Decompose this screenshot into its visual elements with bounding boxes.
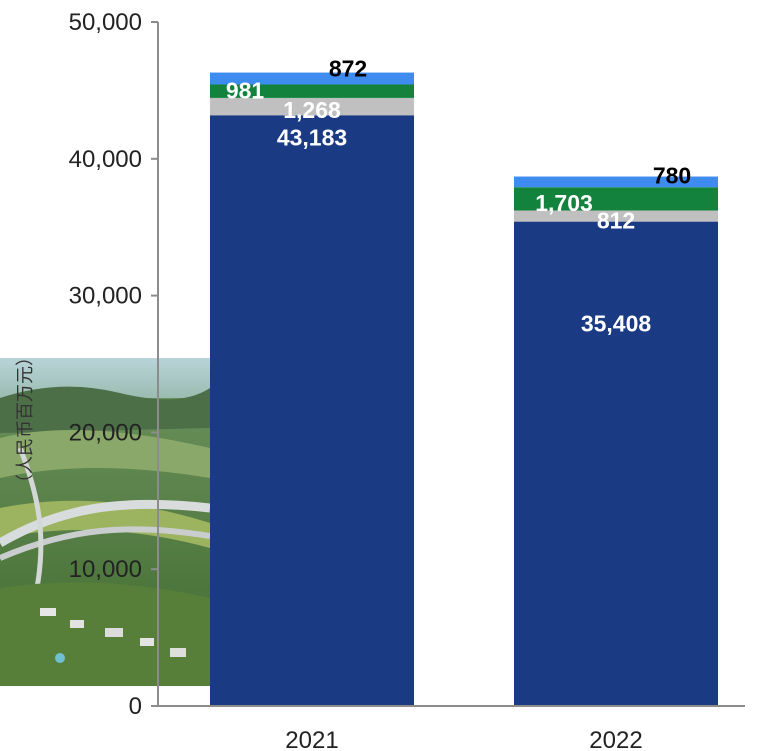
- data-label: 812: [597, 208, 635, 234]
- data-label: 872: [329, 56, 367, 82]
- y-tick-label: 20,000: [69, 419, 142, 446]
- y-tick-label: 0: [129, 693, 142, 720]
- data-label: 981: [226, 77, 265, 103]
- y-axis-label: （人民币百万元）: [15, 348, 36, 492]
- y-tick-label: 10,000: [69, 556, 142, 583]
- bar-segment: [210, 115, 414, 706]
- data-label: 1,268: [283, 97, 341, 123]
- data-label: 35,408: [581, 311, 652, 337]
- bar-segment: [210, 72, 414, 85]
- y-tick-label: 50,000: [69, 9, 142, 36]
- x-tick-label: 2022: [589, 727, 642, 751]
- x-tick-label: 2021: [285, 727, 338, 751]
- bar-segment: [514, 210, 718, 222]
- bar-segment: [210, 84, 414, 98]
- data-label: 1,703: [535, 190, 593, 216]
- y-tick-label: 30,000: [69, 283, 142, 310]
- bar-segment: [514, 221, 718, 706]
- data-label: 780: [653, 163, 691, 189]
- bar-segment: [514, 187, 718, 211]
- bar-segment: [210, 97, 414, 116]
- bar-segment: [514, 176, 718, 188]
- data-label: 43,183: [277, 124, 347, 150]
- y-tick-label: 40,000: [69, 146, 142, 173]
